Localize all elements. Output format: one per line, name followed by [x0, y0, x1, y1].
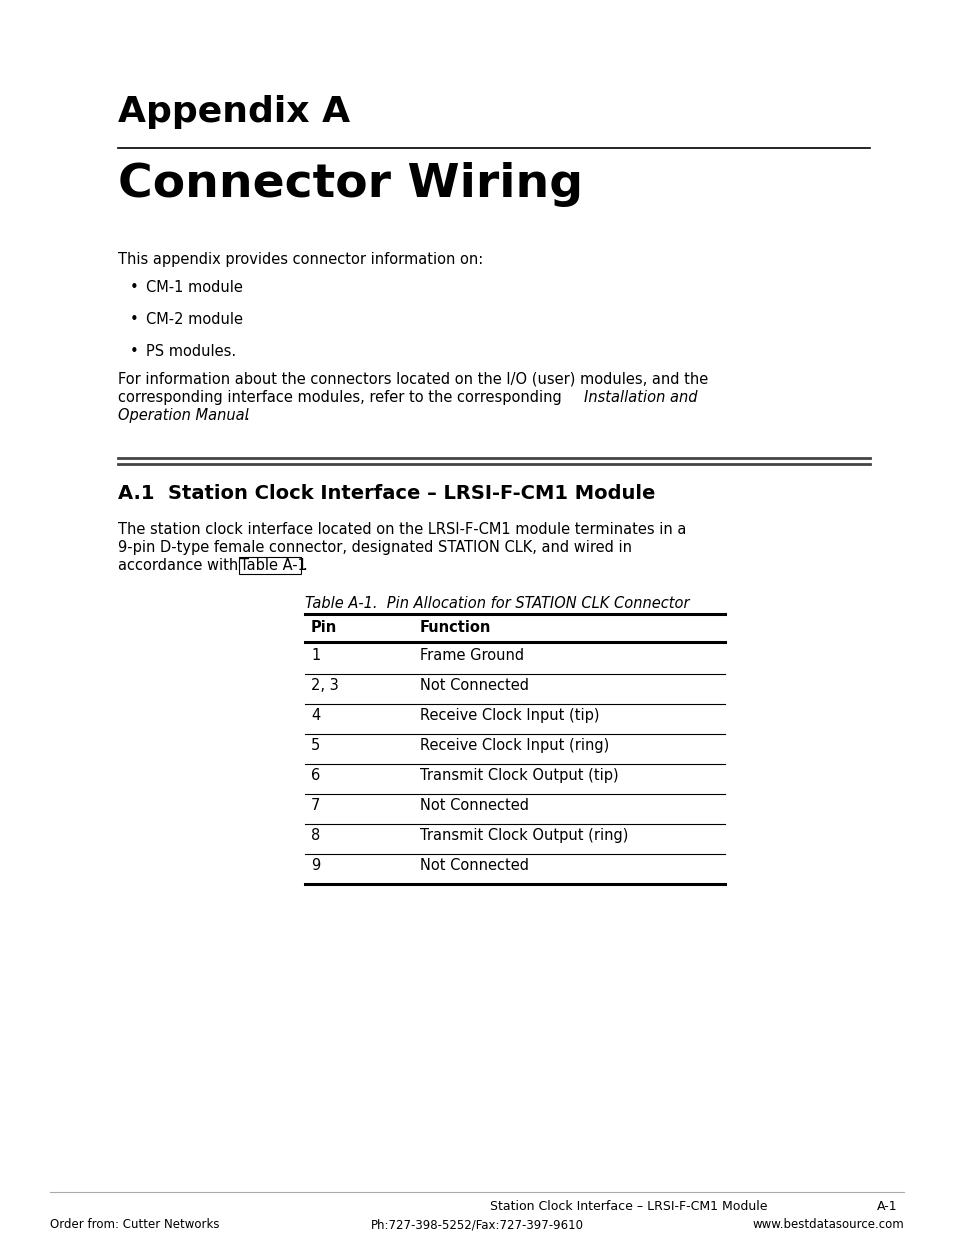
- Text: •: •: [130, 280, 138, 295]
- Text: 9: 9: [311, 858, 320, 873]
- Text: Receive Clock Input (tip): Receive Clock Input (tip): [419, 708, 598, 722]
- Text: •: •: [130, 312, 138, 327]
- Text: .: .: [302, 558, 307, 573]
- Text: 4: 4: [311, 708, 320, 722]
- Text: 8: 8: [311, 827, 320, 844]
- Text: A.1  Station Clock Interface – LRSI-F-CM1 Module: A.1 Station Clock Interface – LRSI-F-CM1…: [118, 484, 655, 503]
- Text: Pin: Pin: [311, 620, 337, 635]
- Text: Table A-1.  Pin Allocation for STATION CLK Connector: Table A-1. Pin Allocation for STATION CL…: [305, 597, 689, 611]
- Text: corresponding interface modules, refer to the corresponding: corresponding interface modules, refer t…: [118, 390, 566, 405]
- Text: CM-1 module: CM-1 module: [146, 280, 243, 295]
- Text: Receive Clock Input (ring): Receive Clock Input (ring): [419, 739, 609, 753]
- Text: Function: Function: [419, 620, 491, 635]
- Text: PS modules.: PS modules.: [146, 345, 236, 359]
- Text: 1: 1: [311, 648, 320, 663]
- Text: •: •: [130, 345, 138, 359]
- Text: Connector Wiring: Connector Wiring: [118, 162, 582, 207]
- Text: Transmit Clock Output (tip): Transmit Clock Output (tip): [419, 768, 618, 783]
- Text: .: .: [244, 408, 249, 424]
- Text: Not Connected: Not Connected: [419, 858, 529, 873]
- Text: Frame Ground: Frame Ground: [419, 648, 523, 663]
- Text: The station clock interface located on the LRSI-F-CM1 module terminates in a: The station clock interface located on t…: [118, 522, 685, 537]
- Text: 2, 3: 2, 3: [311, 678, 338, 693]
- Text: This appendix provides connector information on:: This appendix provides connector informa…: [118, 252, 483, 267]
- Text: Operation Manual: Operation Manual: [118, 408, 249, 424]
- Text: Transmit Clock Output (ring): Transmit Clock Output (ring): [419, 827, 628, 844]
- Text: www.bestdatasource.com: www.bestdatasource.com: [752, 1218, 903, 1231]
- Text: Appendix A: Appendix A: [118, 95, 350, 128]
- Text: accordance with: accordance with: [118, 558, 243, 573]
- Text: 7: 7: [311, 798, 320, 813]
- Text: Not Connected: Not Connected: [419, 798, 529, 813]
- Bar: [239, 557, 301, 574]
- Text: Ph:727-398-5252/Fax:727-397-9610: Ph:727-398-5252/Fax:727-397-9610: [370, 1218, 583, 1231]
- Text: A-1: A-1: [876, 1200, 897, 1213]
- Text: 6: 6: [311, 768, 320, 783]
- Text: 9-pin D-type female connector, designated STATION CLK, and wired in: 9-pin D-type female connector, designate…: [118, 540, 631, 555]
- Text: CM-2 module: CM-2 module: [146, 312, 243, 327]
- Text: Installation and: Installation and: [583, 390, 697, 405]
- Text: Not Connected: Not Connected: [419, 678, 529, 693]
- Text: 5: 5: [311, 739, 320, 753]
- Text: Station Clock Interface – LRSI-F-CM1 Module: Station Clock Interface – LRSI-F-CM1 Mod…: [490, 1200, 767, 1213]
- Text: Order from: Cutter Networks: Order from: Cutter Networks: [50, 1218, 219, 1231]
- Text: For information about the connectors located on the I/O (user) modules, and the: For information about the connectors loc…: [118, 372, 707, 387]
- Text: Table A-1: Table A-1: [240, 558, 307, 573]
